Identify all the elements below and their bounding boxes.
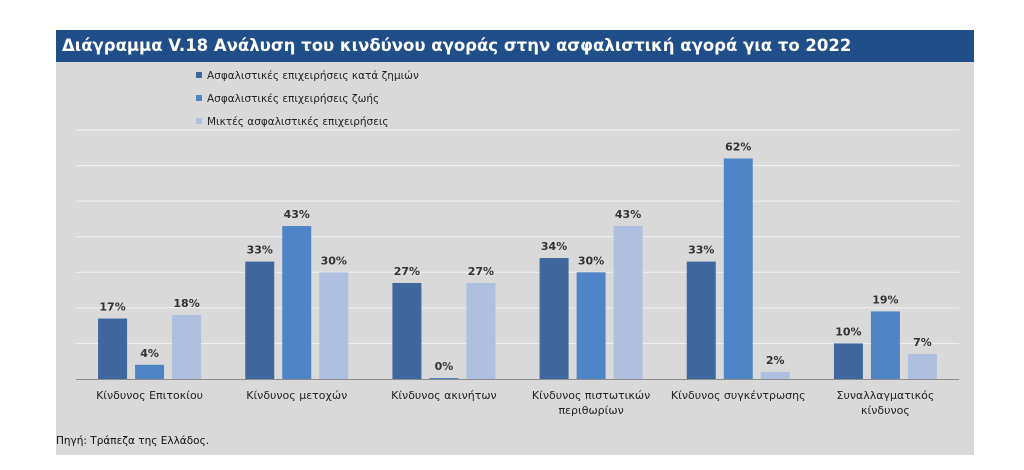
source-note: Πηγή: Τράπεζα της Ελλάδος. — [56, 435, 210, 447]
bar — [870, 311, 900, 379]
legend-swatch — [196, 118, 202, 124]
category-label: Κίνδυνος συγκέντρωσης — [671, 389, 806, 402]
legend-item: Ασφαλιστικές επιχειρήσεις κατά ζημιών — [196, 70, 419, 82]
bar — [429, 378, 459, 379]
data-label: 30% — [321, 254, 347, 267]
bar — [98, 318, 128, 379]
chart-panel: Διάγραμμα V.18 Ανάλυση του κινδύνου αγορ… — [56, 30, 974, 455]
data-label: 7% — [913, 336, 932, 349]
data-label: 10% — [835, 325, 861, 338]
bar — [613, 226, 643, 379]
category-label: περιθωρίων — [558, 404, 623, 417]
data-label: 19% — [872, 293, 898, 306]
legend-label: Ασφαλιστικές επιχειρήσεις κατά ζημιών — [207, 70, 419, 82]
bar — [686, 261, 716, 379]
data-label: 33% — [247, 244, 273, 257]
data-label: 43% — [615, 208, 641, 221]
bar — [319, 272, 349, 379]
category-label: Κίνδυνος μετοχών — [246, 389, 347, 402]
data-label: 4% — [140, 347, 159, 360]
data-label: 34% — [541, 240, 567, 253]
data-label: 17% — [99, 301, 125, 314]
bar — [723, 158, 753, 379]
category-label: Κίνδυνος Επιτοκίου — [96, 389, 203, 402]
bar — [245, 261, 275, 379]
data-label: 27% — [394, 265, 420, 278]
bar — [172, 314, 202, 379]
data-label: 62% — [725, 140, 751, 153]
bar — [282, 226, 312, 379]
data-label: 2% — [766, 354, 785, 367]
legend-swatch — [196, 72, 202, 78]
data-label: 0% — [435, 360, 454, 373]
bar — [760, 371, 790, 379]
data-label: 30% — [578, 254, 604, 267]
data-label: 33% — [688, 244, 714, 257]
legend-label: Μικτές ασφαλιστικές επιχειρήσεις — [207, 116, 389, 128]
bar-chart: 17% 4% 18% Κίνδυνος Επιτοκίου 33% 43% 30% Κίνδυ… — [76, 129, 959, 417]
data-label: 27% — [468, 265, 494, 278]
bar — [539, 258, 569, 379]
data-label: 18% — [173, 297, 199, 310]
bar — [576, 272, 606, 379]
legend-item: Μικτές ασφαλιστικές επιχειρήσεις — [196, 116, 389, 128]
category-label: Κίνδυνος πιστωτικών — [532, 389, 650, 402]
chart-title: Διάγραμμα V.18 Ανάλυση του κινδύνου αγορ… — [62, 36, 852, 55]
bar — [135, 364, 165, 379]
bar — [466, 282, 496, 379]
category-label: Κίνδυνος ακινήτων — [391, 389, 497, 402]
category-label: κίνδυνος — [861, 404, 910, 417]
category-label: Συναλλαγματικός — [837, 389, 935, 402]
bar — [907, 354, 937, 379]
bar — [392, 282, 422, 379]
data-label: 43% — [284, 208, 310, 221]
bar — [833, 343, 863, 379]
legend-label: Ασφαλιστικές επιχειρήσεις ζωής — [207, 93, 380, 105]
title-bar: Διάγραμμα V.18 Ανάλυση του κινδύνου αγορ… — [56, 30, 974, 62]
legend-swatch — [196, 95, 202, 101]
legend-item: Ασφαλιστικές επιχειρήσεις ζωής — [196, 93, 379, 105]
